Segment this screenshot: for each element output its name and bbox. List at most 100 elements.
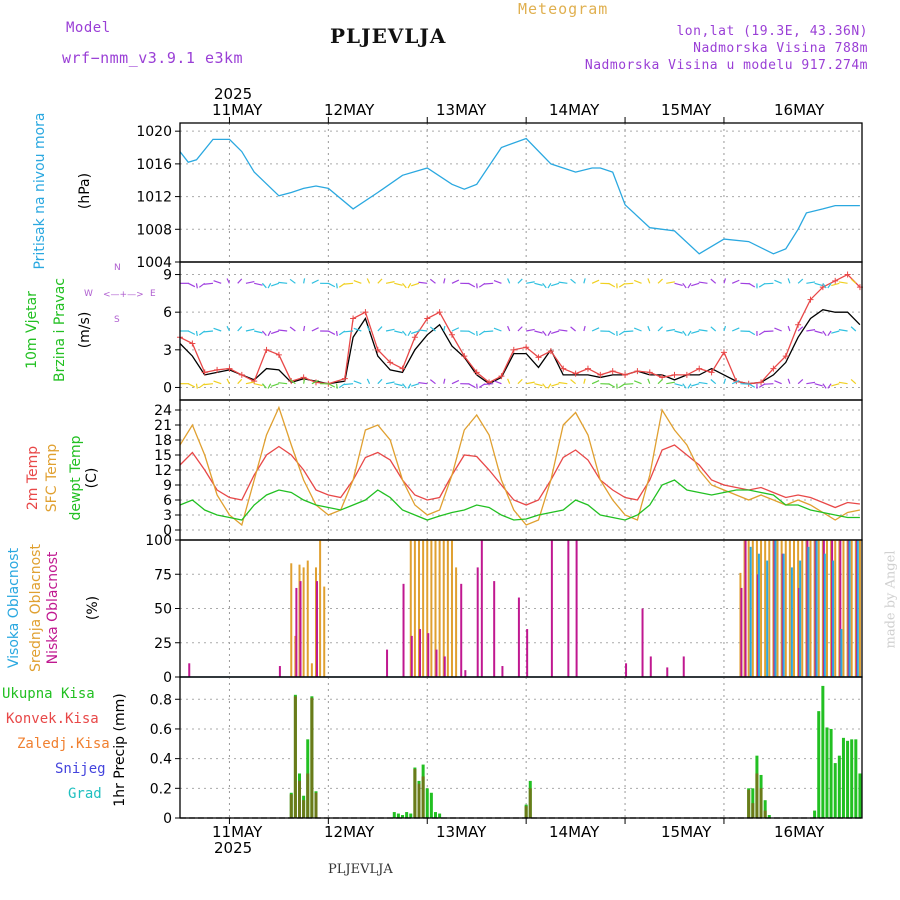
wind-barb	[254, 282, 263, 286]
wind-barb	[377, 378, 383, 385]
bar-ukupna-kisa	[396, 813, 400, 818]
wind-barb	[261, 383, 267, 389]
wind-barb	[407, 383, 412, 389]
bar-srednja-oblacnost	[809, 540, 812, 677]
wind-barb	[691, 330, 700, 334]
bar-ukupna-kisa	[392, 812, 396, 818]
wind-barb	[353, 327, 362, 332]
wind-barb	[526, 281, 535, 284]
model-label: Model	[66, 20, 111, 36]
day-label-top: 16MAY	[774, 101, 825, 119]
wind-barb	[787, 278, 791, 284]
y-tick-label: 1016	[136, 157, 172, 173]
wind-barb	[213, 327, 222, 332]
wind-barb	[267, 330, 272, 337]
wind-barb	[687, 383, 692, 389]
year-top: 2025	[214, 85, 253, 103]
wind-barb	[558, 329, 568, 332]
bar-ukupna-kisa	[763, 800, 767, 818]
day-label-top: 15MAY	[661, 101, 712, 119]
gust-marker	[535, 354, 542, 361]
wind-barb	[261, 282, 267, 289]
bar-ukupna-kisa	[821, 685, 825, 818]
wind-barb	[443, 278, 446, 284]
wind-barb	[542, 330, 547, 336]
day-label-bottom: 16MAY	[774, 823, 825, 841]
gust-marker	[214, 366, 221, 373]
bar-srednja-oblacnost	[450, 540, 453, 677]
y-tick-label: 3	[163, 343, 172, 359]
wind-barb	[526, 328, 535, 332]
series-line-mean-wind	[179, 309, 861, 385]
y-tick-label: 3	[163, 508, 172, 524]
bar-ukupna-kisa	[429, 792, 433, 818]
wind-barb	[198, 282, 206, 288]
wind-barb	[583, 325, 586, 332]
bar-niska-oblacnost	[427, 633, 430, 677]
gust-marker	[461, 353, 468, 360]
bar-srednja-oblacnost	[442, 540, 445, 677]
gust-marker	[547, 348, 554, 355]
wind-barb	[822, 330, 827, 337]
wind-barb	[633, 327, 642, 332]
wind-barb	[547, 330, 552, 337]
wind-barb	[335, 383, 338, 389]
wind-barb	[344, 330, 354, 333]
bar-srednja-oblacnost	[768, 540, 771, 677]
bar-srednja-oblacnost	[817, 540, 820, 677]
wind-barb	[806, 281, 816, 284]
gust-marker	[300, 374, 307, 381]
wind-barb	[411, 330, 420, 335]
y-tick-label: 12	[154, 463, 172, 479]
wind-barb	[311, 379, 319, 385]
bar-niska-oblacnost	[435, 649, 438, 677]
gust-marker	[758, 379, 765, 386]
bar-niska-oblacnost	[480, 540, 483, 677]
legend-total-rain: Ukupna Kisa	[2, 686, 95, 702]
station-title: PLJEVLJA	[330, 24, 447, 48]
gust-marker	[683, 371, 690, 378]
bar-niska-oblacnost	[641, 608, 644, 677]
gust-marker	[436, 309, 443, 316]
wind-barb	[657, 378, 663, 385]
bar-srednja-oblacnost	[310, 663, 313, 677]
wind-barb	[647, 278, 651, 284]
bar-niska-oblacnost	[402, 583, 405, 677]
bar-ukupna-kisa	[837, 755, 841, 818]
wind-barb	[303, 278, 306, 284]
wind-barb	[335, 330, 338, 337]
wind-barb	[328, 330, 336, 335]
footer-station: PLJEVLJA	[328, 862, 393, 877]
day-label-top: 11MAY	[212, 101, 263, 119]
wind-barb	[608, 330, 616, 336]
y-tick-label: 0	[163, 811, 172, 827]
gust-marker	[844, 271, 851, 278]
gust-marker	[560, 365, 567, 372]
gust-marker	[720, 349, 727, 356]
bar-srednja-oblacnost	[776, 540, 779, 677]
y-tick-label: 15	[154, 448, 172, 464]
gust-marker	[646, 369, 653, 376]
gust-marker	[523, 344, 530, 351]
wind-barb	[591, 327, 600, 332]
bar-srednja-oblacnost	[801, 540, 804, 677]
compass-west: W	[84, 289, 93, 299]
wind-barb	[411, 383, 420, 387]
wind-barb	[850, 378, 857, 385]
wind-barb	[570, 379, 576, 385]
bar-visoka-oblacnost	[823, 553, 826, 677]
wind-barb	[429, 278, 436, 284]
wind-barb	[542, 282, 547, 289]
bar-srednja-oblacnost	[858, 540, 861, 677]
wind-barb	[267, 283, 272, 289]
wind-barb	[797, 278, 804, 284]
gust-marker	[634, 368, 641, 375]
wind-barb	[517, 278, 523, 284]
wind-barb	[335, 283, 338, 289]
bar-srednja-oblacnost	[842, 540, 845, 677]
wind-barb	[710, 278, 717, 284]
bar-ukupna-kisa	[833, 763, 837, 818]
bar-niska-oblacnost	[278, 666, 281, 677]
wind-barb	[850, 278, 857, 284]
wind-barb	[758, 282, 766, 288]
